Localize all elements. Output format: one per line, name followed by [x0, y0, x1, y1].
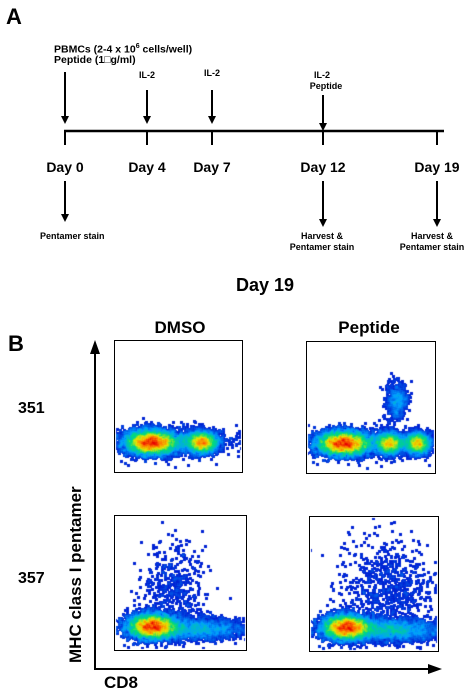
panel-b-title: Day 19 — [236, 275, 295, 295]
day12-label: Day 12 — [300, 159, 346, 175]
timeline-diagram — [61, 72, 444, 227]
harvest-day12-line2: Pentamer stain — [289, 242, 355, 252]
harvest-day19-line1: Harvest & — [410, 231, 454, 241]
il2-day12-label: IL-2 — [313, 70, 331, 80]
x-axis-arrowhead — [428, 664, 442, 674]
x-axis-label: CD8 — [104, 673, 139, 692]
panel-a-letter: A — [6, 4, 22, 29]
pbmc-sup: 6 — [135, 43, 140, 50]
flow-plot-357-dmso — [114, 515, 247, 651]
column-label-dmso: DMSO — [154, 318, 206, 337]
y-axis-label: MHC class I pentamer — [66, 486, 85, 663]
day7-label: Day 7 — [193, 159, 231, 175]
pentamer-stain-day0-label: Pentamer stain — [40, 231, 105, 241]
flow-plot-351-peptide — [306, 341, 436, 474]
panel-b-letter: B — [8, 331, 24, 356]
pbmc-main: PBMCs (2-4 x 10 — [54, 43, 136, 56]
flow-plot-357-peptide — [309, 516, 439, 652]
row-label-357: 357 — [18, 570, 45, 587]
pbmc-label: PBMCs (2-4 x 106 cells/well) — [54, 40, 192, 57]
day0-label: Day 0 — [46, 159, 84, 175]
column-label-peptide: Peptide — [338, 318, 400, 337]
row-label-351: 351 — [18, 400, 45, 417]
peptide-day12-label: Peptide — [309, 81, 343, 91]
il2-day7-label: IL-2 — [203, 68, 221, 78]
day4-label: Day 4 — [128, 159, 166, 175]
peptide-concentration-label: Peptide (1□g/ml) — [54, 54, 136, 66]
flow-plot-351-dmso — [114, 340, 243, 473]
il2-day4-label: IL-2 — [138, 70, 156, 80]
day19-label: Day 19 — [414, 159, 460, 175]
pbmc-rest: cells/well) — [139, 43, 193, 56]
y-axis-arrowhead — [90, 340, 100, 354]
harvest-day19-line2: Pentamer stain — [399, 242, 465, 252]
harvest-day12-line1: Harvest & — [300, 231, 344, 241]
